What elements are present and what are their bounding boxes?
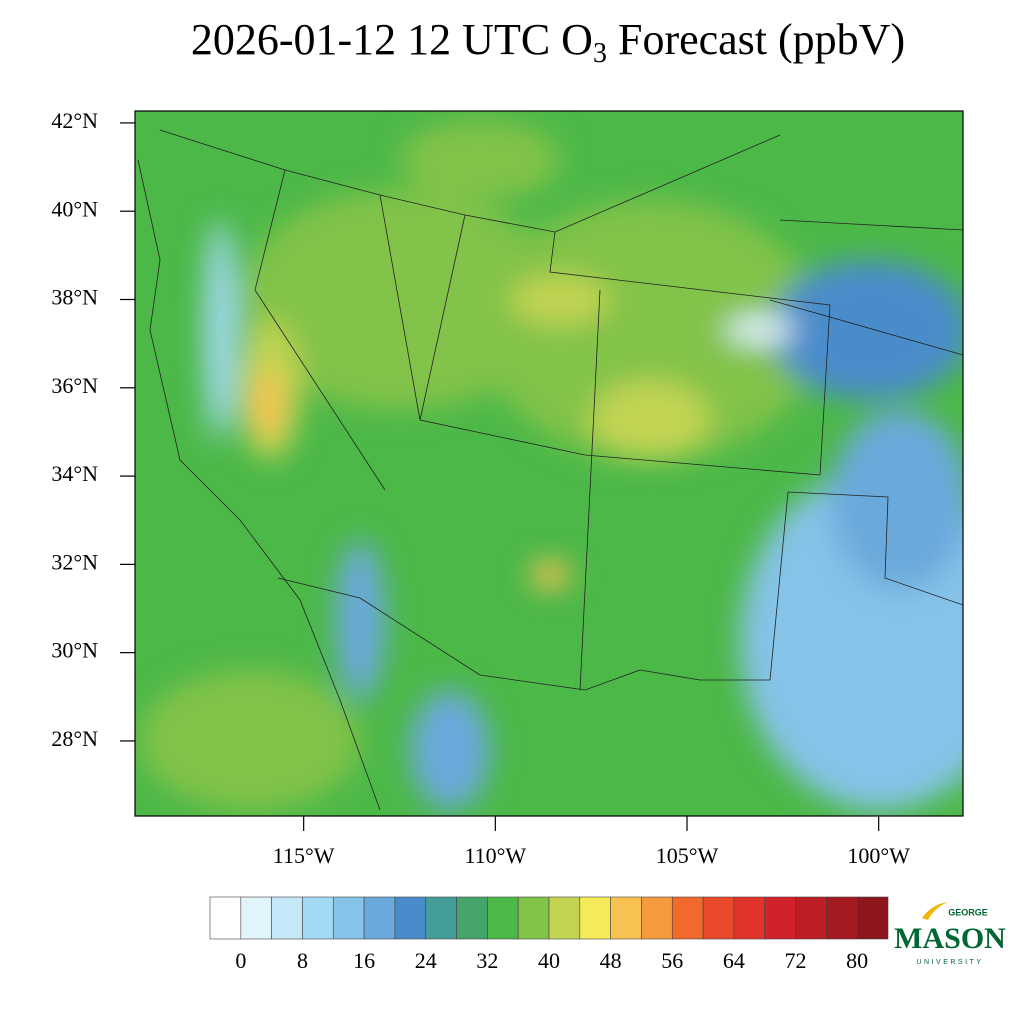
map-frame <box>134 110 964 817</box>
colorbar-box <box>209 896 242 940</box>
logo-top: GEORGE <box>948 907 988 917</box>
colorbar-box <box>363 896 396 940</box>
lat-label: 42°N <box>51 108 98 133</box>
lat-label: 32°N <box>51 549 98 574</box>
colorbar-box <box>856 896 889 940</box>
logo-name: MASON <box>894 922 1006 955</box>
colorbar-box <box>240 896 272 940</box>
logo: GEORGE MASON UNIVERSITY <box>894 902 1006 966</box>
colorbar-box <box>610 896 642 940</box>
colorbar-box <box>517 896 550 940</box>
colorbar-label: 16 <box>353 948 375 973</box>
colorbar-box <box>702 896 735 940</box>
colorbar-box <box>826 896 858 940</box>
colorbar-box <box>548 896 581 940</box>
ozone-field <box>135 111 963 816</box>
colorbar-label: 56 <box>661 948 683 973</box>
logo-bottom: UNIVERSITY <box>916 959 983 966</box>
colorbar-label: 40 <box>538 948 560 973</box>
colorbar-label: 32 <box>476 948 498 973</box>
lat-label: 28°N <box>51 726 98 751</box>
colorbar-label: 8 <box>297 948 308 973</box>
colorbar-box <box>579 896 611 940</box>
title: 2026-01-12 12 UTC O3 Forecast (ppbV) <box>191 15 905 69</box>
lon-label: 100°W <box>847 843 910 868</box>
colorbar-box <box>332 896 365 940</box>
lon-label: 105°W <box>656 843 719 868</box>
colorbar-box <box>795 896 827 940</box>
colorbar-box <box>425 896 457 940</box>
lat-label: 36°N <box>51 373 98 398</box>
lat-label: 34°N <box>51 461 98 486</box>
lat-label: 30°N <box>51 638 98 663</box>
lat-label: 38°N <box>51 285 98 310</box>
colorbar-box <box>764 896 796 940</box>
colorbar-box <box>394 896 427 940</box>
colorbar-label: 80 <box>846 948 868 973</box>
colorbar-label: 0 <box>235 948 246 973</box>
colorbar-box <box>641 896 673 940</box>
colorbar-box <box>671 896 704 940</box>
lon-label: 110°W <box>464 843 526 868</box>
colorbar-box <box>302 896 334 940</box>
colorbar-box <box>456 896 488 940</box>
colorbar-label: 64 <box>723 948 745 973</box>
colorbar-label: 72 <box>785 948 807 973</box>
colorbar-label: 48 <box>600 948 622 973</box>
colorbar-label: 24 <box>415 948 437 973</box>
colorbar-box <box>733 896 766 940</box>
colorbar-box <box>271 896 303 940</box>
lon-label: 115°W <box>273 843 335 868</box>
colorbar-box <box>487 896 519 940</box>
lat-label: 40°N <box>51 196 98 221</box>
